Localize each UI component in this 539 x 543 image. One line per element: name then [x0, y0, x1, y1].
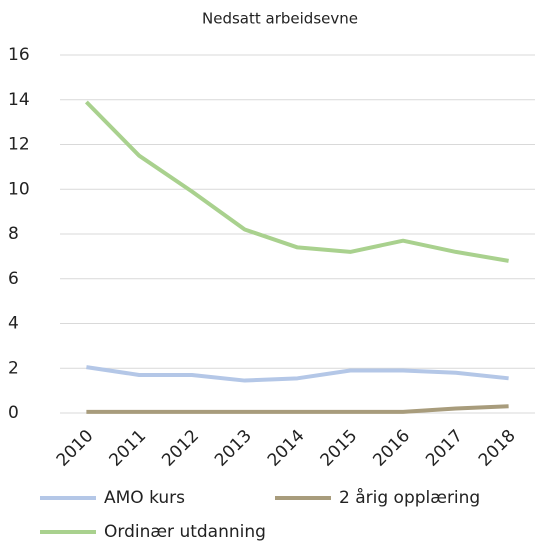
- x-tick-label: 2017: [422, 426, 467, 471]
- y-tick-label: 10: [8, 179, 30, 199]
- y-tick-label: 6: [8, 269, 19, 289]
- y-tick-label: 4: [8, 314, 19, 334]
- y-tick-label: 12: [8, 135, 30, 155]
- y-tick-label: 14: [8, 90, 30, 110]
- x-tick-label: 2012: [158, 426, 203, 471]
- x-tick-label: 2014: [264, 426, 309, 471]
- x-tick-label: 2010: [53, 426, 98, 471]
- y-tick-label: 2: [8, 358, 19, 378]
- x-tick-label: 2015: [317, 426, 362, 471]
- x-tick-label: 2016: [369, 426, 414, 471]
- y-tick-label: 16: [8, 45, 30, 65]
- legend-label: AMO kurs: [104, 488, 185, 508]
- series-line: [86, 365, 509, 383]
- legend-label: Ordinær utdanning: [104, 522, 266, 542]
- series-line: [86, 404, 509, 414]
- series-line: [84, 100, 509, 263]
- x-tick-label: 2018: [475, 426, 520, 471]
- x-tick-label: 2013: [211, 426, 256, 471]
- chart-title: Nedsatt arbeidsevne: [202, 10, 358, 28]
- x-tick-label: 2011: [106, 426, 151, 471]
- y-tick-label: 0: [8, 403, 19, 423]
- y-tick-label: 8: [8, 224, 19, 244]
- legend-label: 2 årig opplæring: [339, 487, 480, 508]
